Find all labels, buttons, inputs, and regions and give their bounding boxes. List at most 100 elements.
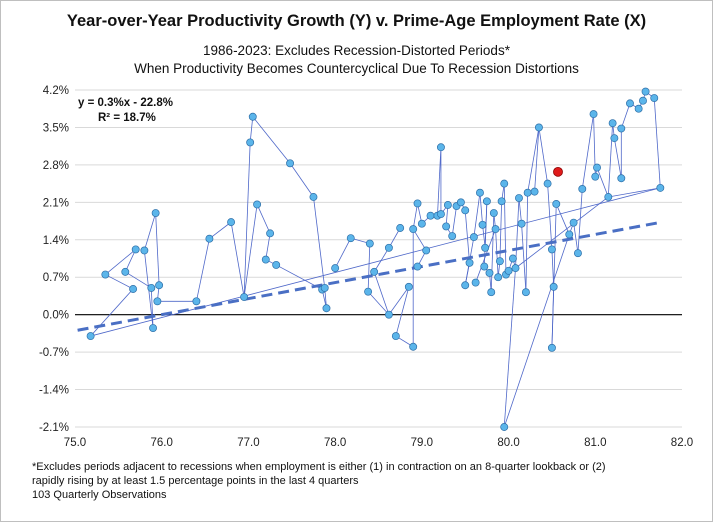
data-point xyxy=(396,224,405,232)
data-point xyxy=(650,94,659,102)
trendline-group xyxy=(77,220,661,332)
connector-line xyxy=(125,271,152,289)
data-point xyxy=(626,99,634,108)
connector-line xyxy=(105,249,136,275)
data-point xyxy=(523,188,532,197)
data-point xyxy=(530,187,539,196)
connector-line xyxy=(437,147,442,216)
trendline xyxy=(77,220,661,332)
data-point xyxy=(504,266,513,275)
data-point xyxy=(480,262,489,271)
data-point xyxy=(384,310,393,319)
connector-line xyxy=(620,103,631,129)
connector-line xyxy=(653,97,661,188)
x-tick-label: 82.0 xyxy=(671,437,693,449)
data-point xyxy=(547,343,556,352)
y-tick-label: 1.4% xyxy=(43,235,69,247)
data-point xyxy=(391,332,400,341)
connector-line xyxy=(503,268,516,428)
data-point xyxy=(461,281,470,290)
x-tick-label: 75.0 xyxy=(64,437,86,449)
data-point xyxy=(426,211,435,220)
data-point xyxy=(121,267,130,276)
data-point xyxy=(240,293,249,301)
data-point xyxy=(409,342,418,351)
connector-line xyxy=(490,213,495,293)
connector-line xyxy=(249,116,254,143)
connector-line xyxy=(313,196,326,288)
connector-line xyxy=(503,183,507,275)
connector-line xyxy=(243,142,251,298)
connector-line xyxy=(412,228,427,251)
connector-line xyxy=(473,192,481,238)
connector-line xyxy=(124,249,137,273)
connector-line xyxy=(150,287,154,329)
connector-line xyxy=(534,127,540,192)
connector-line xyxy=(608,187,661,198)
connector-line xyxy=(525,192,529,293)
data-point xyxy=(534,123,543,132)
connector-line xyxy=(90,288,134,337)
y-tick-label: -0.7% xyxy=(39,347,69,359)
data-point xyxy=(413,262,422,271)
connector-line xyxy=(503,234,570,428)
data-point xyxy=(639,96,647,105)
data-point xyxy=(604,193,613,201)
connector-line xyxy=(538,127,548,184)
y-tick-label: 2.1% xyxy=(43,197,69,209)
data-point xyxy=(205,234,214,243)
connector-line xyxy=(464,210,470,263)
chart-subtitle-line-1: 1986-2023: Excludes Recession-Distorted … xyxy=(203,43,510,58)
connector-line xyxy=(256,204,271,234)
trendline-equation: y = 0.3%x - 22.8% xyxy=(78,97,173,109)
data-point xyxy=(443,201,452,209)
connector-lines xyxy=(90,91,661,428)
data-point xyxy=(384,243,393,252)
data-point xyxy=(469,233,478,242)
data-point xyxy=(565,230,574,239)
connector-line xyxy=(209,221,232,240)
data-point xyxy=(497,197,506,206)
data-point xyxy=(248,112,257,121)
connector-line xyxy=(252,116,291,164)
data-point xyxy=(485,268,494,277)
data-point xyxy=(149,324,157,332)
data-point xyxy=(617,124,626,133)
data-point xyxy=(140,246,149,255)
footnote-observations: 103 Quarterly Observations xyxy=(32,489,167,501)
data-point xyxy=(436,210,445,219)
connector-line xyxy=(555,203,570,235)
data-point xyxy=(641,87,650,96)
connector-line xyxy=(573,222,579,254)
connector-line xyxy=(521,223,527,293)
data-point xyxy=(364,287,373,296)
data-point xyxy=(610,134,619,143)
data-point xyxy=(461,206,470,215)
data-points xyxy=(86,87,665,431)
connector-line xyxy=(373,247,390,273)
data-point xyxy=(487,288,496,297)
data-point xyxy=(521,288,530,297)
connector-line xyxy=(388,286,410,315)
data-point xyxy=(153,297,162,306)
data-point xyxy=(320,283,329,292)
data-point xyxy=(253,200,262,209)
connector-line xyxy=(334,237,352,269)
connector-line xyxy=(243,204,258,298)
data-point xyxy=(456,198,465,207)
data-point xyxy=(261,255,270,264)
connector-line xyxy=(412,203,418,230)
y-tick-label: 3.5% xyxy=(43,122,69,134)
data-point xyxy=(192,297,201,306)
data-point xyxy=(491,225,500,234)
data-point xyxy=(617,174,626,183)
connector-line xyxy=(551,203,557,348)
connector-line xyxy=(367,291,390,315)
y-tick-label: 4.2% xyxy=(43,85,69,97)
connector-line xyxy=(479,192,483,225)
data-point xyxy=(147,283,156,292)
connector-line xyxy=(143,212,157,251)
connector-line xyxy=(596,167,609,198)
connector-line xyxy=(196,238,210,302)
data-point xyxy=(517,219,526,228)
